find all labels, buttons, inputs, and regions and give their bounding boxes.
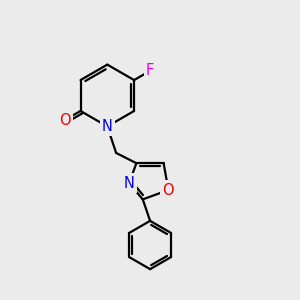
Text: F: F: [146, 63, 154, 78]
Text: N: N: [124, 176, 135, 190]
Text: O: O: [163, 182, 174, 197]
Text: O: O: [59, 112, 70, 128]
Text: N: N: [102, 119, 113, 134]
